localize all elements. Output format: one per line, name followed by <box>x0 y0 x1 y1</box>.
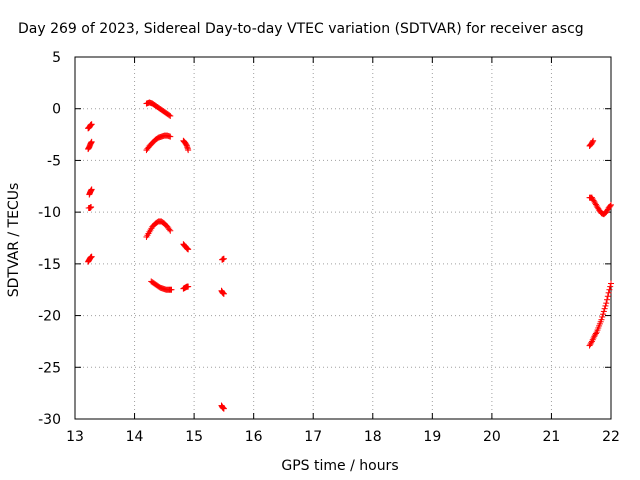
data-point <box>601 305 608 312</box>
data-point <box>185 283 192 290</box>
data-point <box>167 133 174 140</box>
grid-layer <box>75 57 611 419</box>
data-point <box>185 246 192 253</box>
data-point <box>600 311 607 318</box>
x-tick-label: 22 <box>602 429 620 445</box>
y-tick-label: -15 <box>38 257 61 273</box>
data-point <box>608 201 614 208</box>
plot-frame <box>74 56 612 420</box>
data-point <box>220 255 227 262</box>
data-point <box>598 316 605 323</box>
data-point <box>220 405 227 412</box>
data-point <box>88 186 95 193</box>
x-axis-label: GPS time / hours <box>281 458 398 474</box>
data-point <box>88 203 95 210</box>
x-tick-label: 18 <box>364 429 382 445</box>
data-point <box>599 313 606 320</box>
data-point <box>220 290 227 297</box>
chart-title: Day 269 of 2023, Sidereal Day-to-day VTE… <box>18 21 584 37</box>
y-tick-label: -10 <box>38 205 61 221</box>
data-point <box>185 147 192 154</box>
y-tick-label: -25 <box>38 360 61 376</box>
x-tick-label: 16 <box>245 429 263 445</box>
data-point <box>602 302 609 309</box>
x-tick-label: 19 <box>423 429 441 445</box>
x-tick-label: 17 <box>304 429 322 445</box>
x-tick-label: 13 <box>66 429 84 445</box>
y-tick-label: -30 <box>38 412 61 428</box>
tick-layer: 13 14 15 16 17 18 19 20 21 22 5 0 -5 -10 -15 -20 -25 -30 <box>38 50 620 445</box>
data-point <box>588 339 595 346</box>
y-tick-label: 5 <box>52 50 61 66</box>
y-tick-label: 0 <box>52 102 61 118</box>
data-point <box>592 330 599 337</box>
y-tick-label: -5 <box>47 153 61 169</box>
data-points <box>85 99 614 412</box>
data-point <box>590 137 597 144</box>
x-tick-label: 14 <box>126 429 144 445</box>
data-point <box>604 296 611 303</box>
data-point <box>88 253 95 260</box>
data-point <box>603 300 610 307</box>
data-point <box>600 308 607 315</box>
data-point <box>168 286 175 293</box>
data-point <box>88 121 95 128</box>
data-point <box>167 227 174 234</box>
data-point <box>604 293 611 300</box>
data-point <box>608 280 614 287</box>
data-point <box>88 138 95 145</box>
x-tick-label: 15 <box>185 429 203 445</box>
data-point <box>607 283 614 290</box>
data-point <box>605 289 612 296</box>
y-axis-label: SDTVAR / TECUs <box>6 183 22 298</box>
data-point <box>167 112 174 119</box>
data-point <box>166 112 173 119</box>
data-point <box>589 138 596 145</box>
data-point <box>166 226 173 233</box>
x-tick-label: 20 <box>483 429 501 445</box>
data-point <box>606 286 613 293</box>
y-tick-label: -20 <box>38 309 61 325</box>
x-tick-label: 21 <box>543 429 561 445</box>
data-point <box>607 202 614 209</box>
